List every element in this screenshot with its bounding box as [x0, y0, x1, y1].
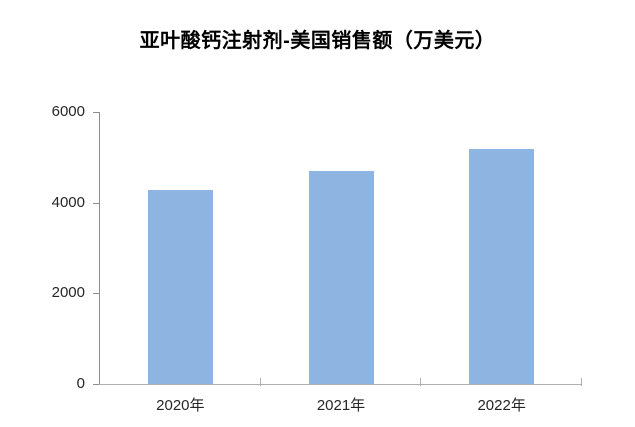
x-axis-line — [99, 384, 582, 385]
y-axis-tick-label: 4000 — [51, 193, 85, 211]
bar-2022年 — [469, 148, 535, 384]
y-axis-tick — [93, 202, 99, 204]
chart-title: 亚叶酸钙注射剂-美国销售额（万美元） — [139, 30, 496, 52]
x-axis-category-label: 2022年 — [477, 397, 526, 414]
y-axis-tick — [93, 384, 99, 385]
x-axis-tick — [581, 378, 582, 386]
x-axis-tick — [259, 378, 261, 386]
y-axis-tick — [93, 293, 99, 295]
y-axis-line — [99, 112, 100, 384]
bar-2020年 — [147, 189, 213, 384]
y-axis-tick-label: 0 — [76, 375, 85, 392]
y-axis-tick-label: 6000 — [51, 103, 85, 120]
bar-2021年 — [308, 171, 374, 384]
x-axis-category-label: 2021年 — [316, 397, 366, 414]
x-axis-tick — [420, 378, 422, 386]
y-axis-tick — [93, 112, 99, 113]
x-axis-category-label: 2020年 — [156, 397, 205, 414]
y-axis-tick-label: 2000 — [51, 284, 85, 302]
